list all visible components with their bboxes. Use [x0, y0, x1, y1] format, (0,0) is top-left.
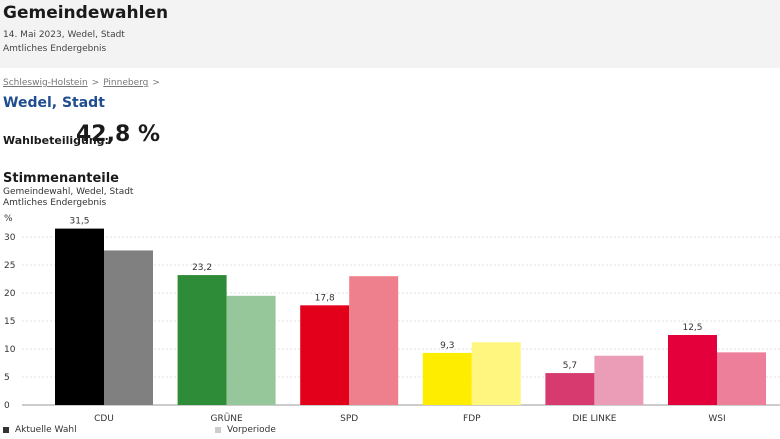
- bar-previous: [717, 352, 766, 405]
- chart-subtitle-status: Amtliches Endergebnis: [3, 198, 107, 208]
- bar-previous: [594, 355, 644, 405]
- legend-item-current[interactable]: Aktuelle Wahl: [3, 425, 77, 435]
- bar-value-label: 12,5: [682, 323, 702, 333]
- y-tick-label: 10: [4, 345, 16, 355]
- x-category-label: DIE LINKE: [572, 414, 616, 424]
- bar-value-label: 23,2: [192, 263, 212, 273]
- breadcrumb-link-state[interactable]: Schleswig-Holstein: [3, 78, 88, 88]
- legend-swatch-current: [3, 427, 9, 433]
- x-category-label: GRÜNE: [210, 413, 243, 424]
- x-category-label: SPD: [340, 414, 358, 424]
- bar-value-label: 17,8: [315, 293, 335, 303]
- bar-previous: [226, 295, 276, 405]
- bar-current: [422, 352, 472, 405]
- y-tick-label: 0: [4, 401, 10, 411]
- y-tick-label: 30: [4, 233, 16, 243]
- election-date: 14. Mai 2023, Wedel, Stadt: [3, 30, 125, 40]
- legend-label-previous: Vorperiode: [227, 425, 276, 435]
- turnout-label: Wahlbeteiligung:: [3, 134, 109, 147]
- legend-item-previous[interactable]: Vorperiode: [215, 425, 276, 435]
- y-tick-label: 20: [4, 289, 16, 299]
- bar-previous: [349, 276, 399, 405]
- legend-swatch-previous: [215, 427, 221, 433]
- breadcrumb: Schleswig-Holstein > Pinneberg >: [3, 78, 164, 88]
- bar-value-label: 9,3: [440, 341, 454, 351]
- bar-value-label: 31,5: [69, 217, 89, 227]
- place-name: Wedel, Stadt: [3, 95, 105, 111]
- x-category-label: CDU: [94, 414, 114, 424]
- page-title: Gemeindewahlen: [3, 3, 169, 23]
- x-category-label: FDP: [463, 414, 481, 424]
- y-tick-label: 15: [4, 317, 15, 327]
- bar-current: [55, 228, 104, 405]
- bar-value-label: 5,7: [563, 361, 577, 371]
- bar-current: [177, 275, 227, 405]
- breadcrumb-separator: >: [152, 78, 160, 88]
- bar-current: [300, 305, 350, 405]
- chart-title: Stimmenanteile: [3, 171, 119, 186]
- breadcrumb-separator: >: [91, 78, 100, 88]
- legend-label-current: Aktuelle Wahl: [15, 425, 77, 435]
- x-category-label: WSI: [708, 414, 725, 424]
- y-tick-label: 25: [4, 261, 15, 271]
- bar-previous: [104, 250, 153, 405]
- turnout-value: 42,8 %: [76, 122, 160, 147]
- y-axis-unit-label: %: [4, 214, 13, 224]
- y-tick-label: 5: [4, 373, 10, 383]
- bar-previous: [471, 342, 521, 405]
- page-header: Gemeindewahlen 14. Mai 2023, Wedel, Stad…: [0, 0, 780, 68]
- bar-current: [668, 335, 717, 405]
- result-status: Amtliches Endergebnis: [3, 44, 107, 54]
- breadcrumb-link-district[interactable]: Pinneberg: [103, 78, 149, 88]
- bar-current: [545, 373, 595, 405]
- chart-subtitle: Gemeindewahl, Wedel, Stadt: [3, 187, 134, 197]
